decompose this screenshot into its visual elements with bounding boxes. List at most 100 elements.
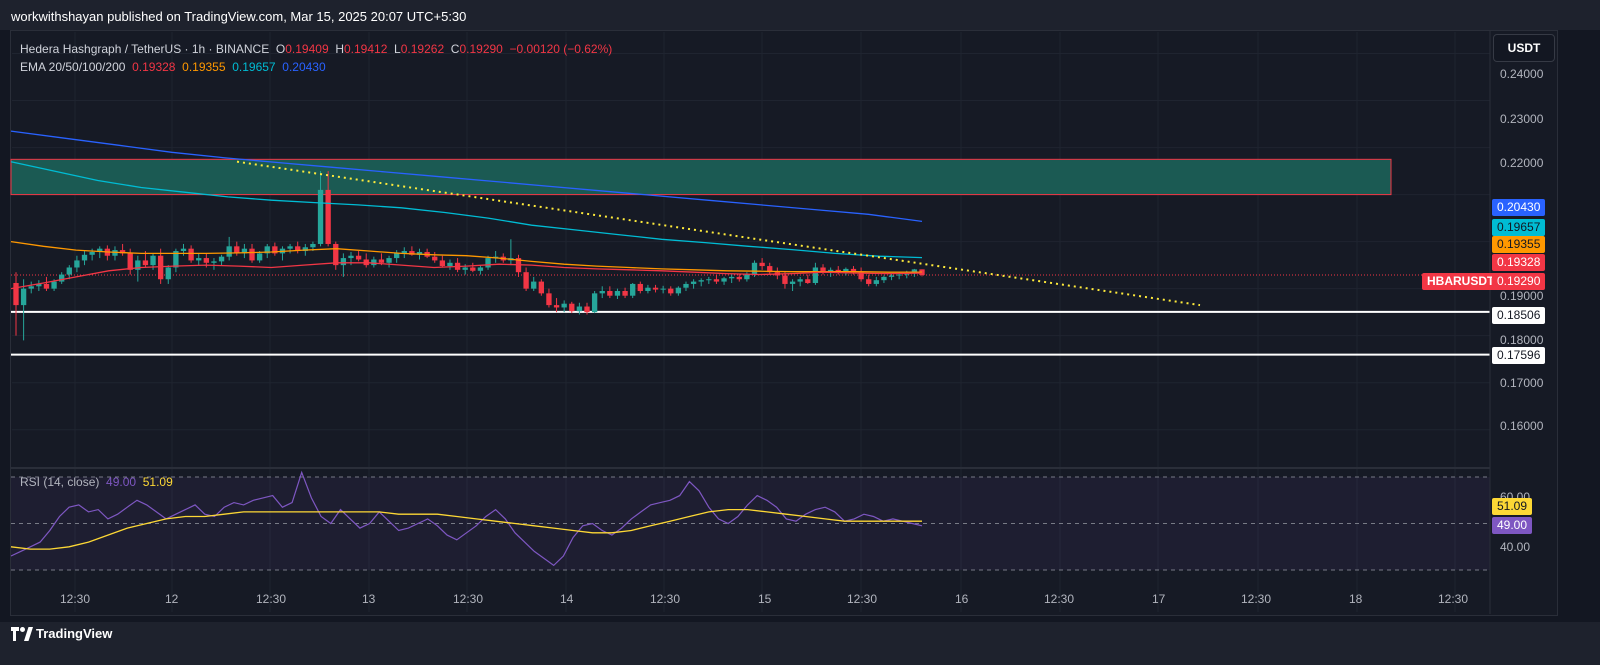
- descending-trendline: [236, 160, 1201, 307]
- ema-label[interactable]: EMA 20/50/100/200: [20, 60, 126, 74]
- chart-legend: Hedera Hashgraph / TetherUS · 1h · BINAN…: [20, 40, 612, 76]
- ohlc-legend: Hedera Hashgraph / TetherUS · 1h · BINAN…: [20, 40, 612, 58]
- candle-body: [850, 268, 857, 273]
- candle-body: [584, 306, 590, 313]
- ema100-value: 0.19657: [232, 60, 276, 74]
- rsi-ma-badge: 51.09: [1492, 498, 1533, 515]
- candle-body: [767, 266, 773, 273]
- y-tick: 0.19000: [1500, 289, 1544, 303]
- candle-body: [241, 248, 248, 254]
- candle-body: [645, 287, 651, 291]
- chart-frame[interactable]: [10, 30, 1558, 616]
- x-tick: 16: [955, 592, 969, 606]
- open-label: O: [275, 42, 286, 56]
- x-tick: 12:30: [60, 592, 91, 606]
- x-tick: 14: [560, 592, 574, 606]
- currency-button[interactable]: USDT: [1493, 34, 1555, 62]
- candle-body: [835, 269, 841, 273]
- candle-body: [36, 283, 42, 287]
- candle-body: [614, 291, 621, 296]
- candle-body: [820, 267, 826, 273]
- candle-body: [119, 250, 126, 254]
- candle-body: [196, 258, 202, 261]
- candle-body: [896, 274, 902, 276]
- candle-body: [805, 279, 811, 284]
- open-value: 0.19409: [285, 42, 329, 56]
- candle-body: [43, 283, 50, 289]
- publish-header: workwithshayan published on TradingView.…: [0, 0, 1600, 30]
- candle-body: [607, 291, 613, 296]
- candle-body: [866, 279, 872, 284]
- candle-body: [858, 272, 864, 280]
- ema200-line: [10, 130, 923, 223]
- resistance-zone: [10, 158, 1392, 196]
- rsi-tick: 40.00: [1500, 540, 1531, 554]
- candle-body: [888, 275, 895, 277]
- candle-body: [683, 283, 689, 288]
- candle-body: [218, 256, 225, 262]
- candle-body: [355, 255, 362, 260]
- candle-body: [576, 306, 583, 312]
- candle-body: [668, 288, 674, 294]
- ema20-value: 0.19328: [132, 60, 176, 74]
- x-tick: 12: [165, 592, 179, 606]
- change-value: −0.00120 (−0.62%): [509, 42, 613, 56]
- candle-body: [569, 303, 575, 312]
- candle-body: [911, 269, 918, 274]
- footer-brand[interactable]: TradingView: [36, 626, 113, 641]
- x-tick: 18: [1349, 592, 1363, 606]
- candle-body: [150, 255, 156, 266]
- candle-body: [180, 248, 187, 252]
- x-tick: 12:30: [256, 592, 287, 606]
- candle-body: [66, 267, 72, 275]
- x-tick: 17: [1152, 592, 1166, 606]
- candle-body: [706, 279, 712, 281]
- candle-body: [462, 267, 468, 270]
- candle-body: [28, 286, 34, 289]
- y-tick: 0.16000: [1500, 419, 1544, 433]
- candle-body: [394, 253, 400, 259]
- ema20-badge: 0.19328: [1492, 254, 1546, 271]
- rsi-ma-value: 51.09: [142, 475, 173, 489]
- tradingview-logo-icon[interactable]: [11, 627, 33, 641]
- candle-body: [637, 283, 643, 291]
- publish-header-text: workwithshayan published on TradingView.…: [11, 9, 467, 24]
- symbol-tag-badge: HBARUSDT: [1422, 273, 1500, 290]
- candle-body: [348, 255, 354, 259]
- rsi-value: 49.00: [106, 475, 137, 489]
- close-value: 0.19290: [459, 42, 503, 56]
- x-tick: 15: [758, 592, 772, 606]
- candle-body: [561, 303, 567, 308]
- y-tick: 0.24000: [1500, 67, 1544, 81]
- candle-body: [188, 248, 194, 261]
- candle-body: [317, 189, 324, 244]
- candle-body: [591, 293, 598, 313]
- candle-body: [157, 255, 164, 280]
- candle-body: [827, 269, 834, 273]
- candle-body: [812, 267, 819, 284]
- candle-body: [660, 288, 666, 290]
- x-tick: 12:30: [847, 592, 878, 606]
- rsi-badge: 49.00: [1492, 517, 1533, 534]
- candle-body: [264, 246, 270, 254]
- candle-body: [690, 281, 697, 284]
- rsi-ma-line: [10, 508, 922, 550]
- ema200-value: 0.20430: [282, 60, 326, 74]
- rsi-label[interactable]: RSI (14, close): [20, 475, 100, 489]
- candle-body: [203, 258, 210, 263]
- symbol-label[interactable]: Hedera Hashgraph / TetherUS · 1h · BINAN…: [20, 42, 270, 56]
- high-label: H: [335, 42, 344, 56]
- candle-body: [622, 291, 628, 296]
- candle-body: [386, 258, 392, 263]
- candle-body: [546, 293, 552, 306]
- candle-body: [371, 259, 377, 266]
- candle-body: [797, 279, 803, 282]
- x-tick: 12:30: [453, 592, 484, 606]
- ema20-line: [10, 262, 923, 290]
- candle-body: [211, 261, 217, 263]
- candle-body: [873, 280, 879, 284]
- x-tick: 12:30: [1241, 592, 1272, 606]
- candle-body: [789, 281, 796, 284]
- x-tick: 12:30: [1438, 592, 1469, 606]
